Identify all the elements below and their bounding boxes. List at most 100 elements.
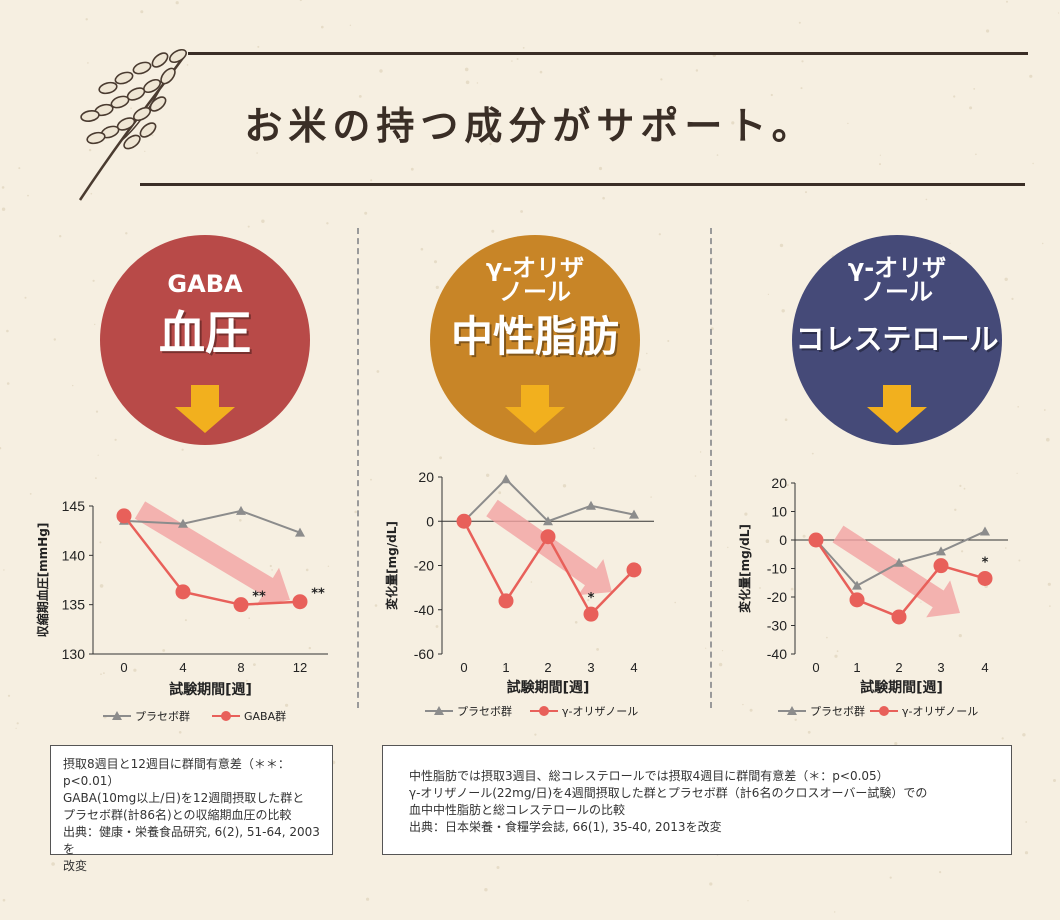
column-divider-1 bbox=[357, 228, 359, 708]
paper-speck bbox=[961, 550, 964, 553]
paper-speck bbox=[894, 742, 898, 746]
paper-speck bbox=[99, 541, 102, 544]
paper-speck bbox=[587, 599, 590, 602]
paper-speck bbox=[646, 352, 648, 355]
paper-speck bbox=[366, 897, 370, 901]
paper-speck bbox=[256, 152, 258, 154]
paper-speck bbox=[716, 154, 719, 156]
paper-speck bbox=[439, 456, 442, 460]
paper-speck bbox=[88, 148, 92, 152]
paper-speck bbox=[986, 29, 990, 33]
badge-oryzanol-cholesterol: γ-オリザ ノール コレステロール bbox=[792, 235, 1002, 445]
paper-speck bbox=[1016, 472, 1018, 474]
paper-speck bbox=[954, 508, 957, 511]
paper-speck bbox=[516, 58, 519, 60]
paper-speck bbox=[847, 122, 849, 125]
paper-speck bbox=[731, 121, 735, 125]
paper-speck bbox=[496, 866, 500, 869]
paper-speck bbox=[90, 192, 93, 195]
top-rule bbox=[188, 52, 1028, 55]
badge-target-label: 血圧 bbox=[159, 306, 251, 360]
paper-speck bbox=[593, 447, 595, 450]
paper-speck bbox=[691, 124, 693, 126]
paper-speck bbox=[807, 730, 811, 734]
badge-target-label: 中性脂肪 bbox=[450, 312, 619, 361]
paper-speck bbox=[1046, 437, 1050, 442]
paper-speck bbox=[239, 519, 242, 522]
paper-speck bbox=[374, 604, 378, 607]
paper-speck bbox=[18, 167, 21, 170]
paper-speck bbox=[1001, 737, 1004, 740]
paper-speck bbox=[834, 911, 836, 913]
paper-speck bbox=[103, 715, 107, 719]
paper-speck bbox=[765, 539, 770, 543]
paper-speck bbox=[6, 329, 9, 333]
badge-ingredient-label-line2: ノール bbox=[499, 278, 571, 306]
paper-speck bbox=[749, 708, 753, 712]
paper-speck bbox=[747, 900, 749, 902]
paper-speck bbox=[175, 1, 179, 5]
paper-speck bbox=[800, 87, 803, 90]
paper-speck bbox=[699, 451, 702, 453]
paper-speck bbox=[619, 119, 622, 123]
paper-speck bbox=[520, 210, 523, 213]
paper-speck bbox=[354, 510, 358, 514]
paper-speck bbox=[245, 679, 248, 682]
paper-speck bbox=[1, 207, 6, 211]
paper-speck bbox=[1006, 0, 1008, 3]
paper-speck bbox=[660, 78, 663, 81]
paper-speck bbox=[969, 106, 973, 110]
badge-oryzanol-triglyceride: γ-オリザ ノール 中性脂肪 bbox=[430, 235, 640, 445]
paper-speck bbox=[767, 293, 770, 295]
paper-speck bbox=[1032, 162, 1034, 165]
paper-speck bbox=[953, 95, 956, 98]
paper-speck bbox=[133, 668, 137, 672]
paper-speck bbox=[125, 232, 128, 235]
paper-speck bbox=[299, 0, 302, 2]
paper-speck bbox=[650, 496, 652, 498]
paper-speck bbox=[72, 384, 74, 387]
paper-speck bbox=[100, 673, 102, 675]
paper-speck bbox=[486, 473, 490, 477]
paper-speck bbox=[530, 581, 533, 583]
paper-speck bbox=[975, 153, 977, 156]
paper-speck bbox=[420, 247, 424, 251]
paper-speck bbox=[879, 154, 882, 156]
paper-speck bbox=[539, 70, 543, 74]
paper-speck bbox=[140, 10, 144, 14]
paper-speck bbox=[925, 198, 928, 201]
paper-speck bbox=[257, 45, 260, 48]
paper-speck bbox=[379, 69, 383, 73]
paper-speck bbox=[1018, 559, 1021, 562]
paper-speck bbox=[790, 587, 794, 591]
paper-speck bbox=[59, 235, 62, 238]
paper-speck bbox=[519, 515, 521, 517]
paper-speck bbox=[562, 484, 567, 488]
paper-speck bbox=[963, 487, 966, 490]
paper-speck bbox=[1025, 821, 1028, 823]
page-heading: お米の持つ成分がサポート。 bbox=[244, 104, 816, 148]
paper-speck bbox=[1024, 851, 1029, 855]
paper-speck bbox=[744, 512, 748, 516]
paper-speck bbox=[248, 617, 250, 619]
paper-speck bbox=[658, 233, 661, 236]
paper-speck bbox=[29, 493, 32, 495]
paper-speck bbox=[784, 418, 788, 422]
down-arrow-icon bbox=[505, 385, 565, 433]
paper-speck bbox=[114, 438, 117, 441]
paper-speck bbox=[667, 340, 670, 342]
paper-speck bbox=[51, 862, 55, 866]
note-lipids: 中性脂肪では摂取3週目、総コレステロールでは摂取4週目に群間有意差（＊：p<0.… bbox=[382, 745, 1012, 855]
paper-speck bbox=[612, 589, 616, 592]
paper-speck bbox=[727, 546, 729, 549]
paper-speck bbox=[889, 876, 892, 879]
paper-speck bbox=[498, 491, 502, 495]
paper-speck bbox=[326, 222, 329, 225]
paper-speck bbox=[151, 134, 154, 137]
paper-speck bbox=[939, 871, 942, 874]
paper-speck bbox=[973, 88, 976, 90]
badge-ingredient-label: γ-オリザ bbox=[847, 254, 947, 282]
paper-speck bbox=[879, 163, 881, 166]
paper-speck bbox=[770, 93, 773, 97]
paper-speck bbox=[247, 225, 250, 228]
